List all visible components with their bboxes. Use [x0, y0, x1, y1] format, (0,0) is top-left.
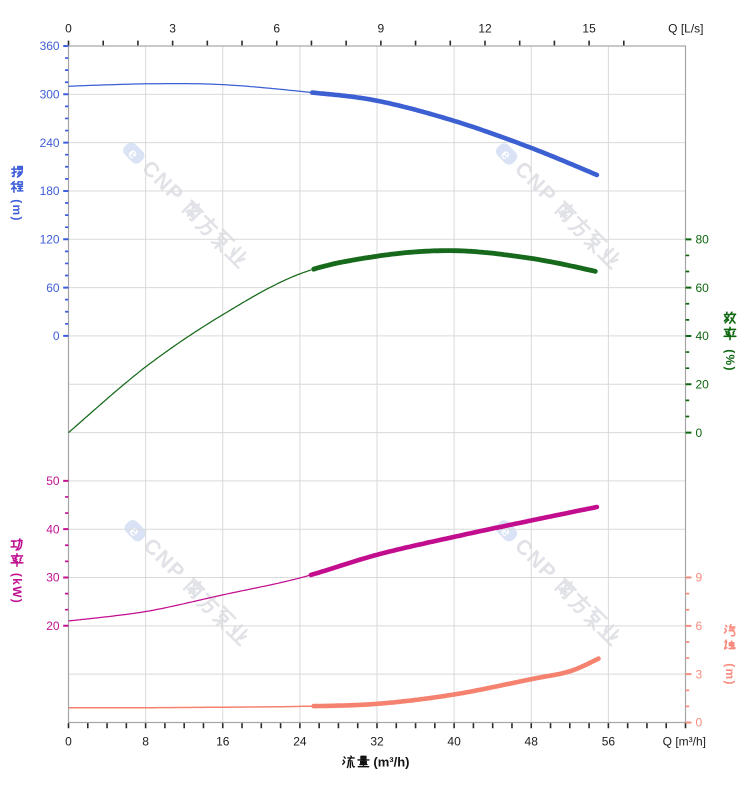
svg-text:(m): (m)	[10, 199, 24, 222]
svg-text:300: 300	[40, 88, 60, 102]
svg-text:60: 60	[696, 281, 710, 295]
svg-text:0: 0	[65, 22, 72, 36]
svg-text:20: 20	[46, 619, 60, 633]
svg-text:(m): (m)	[723, 663, 737, 686]
svg-text:6: 6	[696, 619, 703, 633]
svg-text:0: 0	[65, 735, 72, 749]
svg-text:12: 12	[478, 22, 492, 36]
svg-text:60: 60	[46, 281, 60, 295]
svg-text:0: 0	[696, 716, 703, 730]
svg-text:0: 0	[53, 329, 60, 343]
svg-text:40: 40	[696, 329, 710, 343]
svg-text:8: 8	[142, 735, 149, 749]
svg-text:(kW): (kW)	[10, 573, 24, 604]
svg-text:9: 9	[696, 571, 703, 585]
svg-text:40: 40	[46, 522, 60, 536]
svg-text:(%): (%)	[723, 349, 737, 372]
svg-text:80: 80	[696, 233, 710, 247]
svg-text:Q [L/s]: Q [L/s]	[668, 22, 703, 36]
svg-text:9: 9	[378, 22, 385, 36]
svg-text:120: 120	[40, 233, 60, 247]
svg-text:3: 3	[169, 22, 176, 36]
svg-text:240: 240	[40, 136, 60, 150]
svg-text:6: 6	[273, 22, 280, 36]
svg-text:360: 360	[40, 39, 60, 53]
svg-text:16: 16	[216, 735, 230, 749]
svg-text:0: 0	[696, 426, 703, 440]
svg-text:180: 180	[40, 184, 60, 198]
svg-text:32: 32	[370, 735, 384, 749]
svg-text:50: 50	[46, 474, 60, 488]
svg-text:(m³/h): (m³/h)	[373, 755, 409, 770]
svg-text:40: 40	[447, 735, 461, 749]
svg-text:15: 15	[582, 22, 596, 36]
svg-text:Q [m³/h]: Q [m³/h]	[663, 735, 706, 749]
svg-text:20: 20	[696, 378, 710, 392]
svg-text:56: 56	[602, 735, 616, 749]
svg-text:48: 48	[525, 735, 539, 749]
svg-text:3: 3	[696, 667, 703, 681]
svg-text:30: 30	[46, 571, 60, 585]
svg-text:24: 24	[293, 735, 307, 749]
